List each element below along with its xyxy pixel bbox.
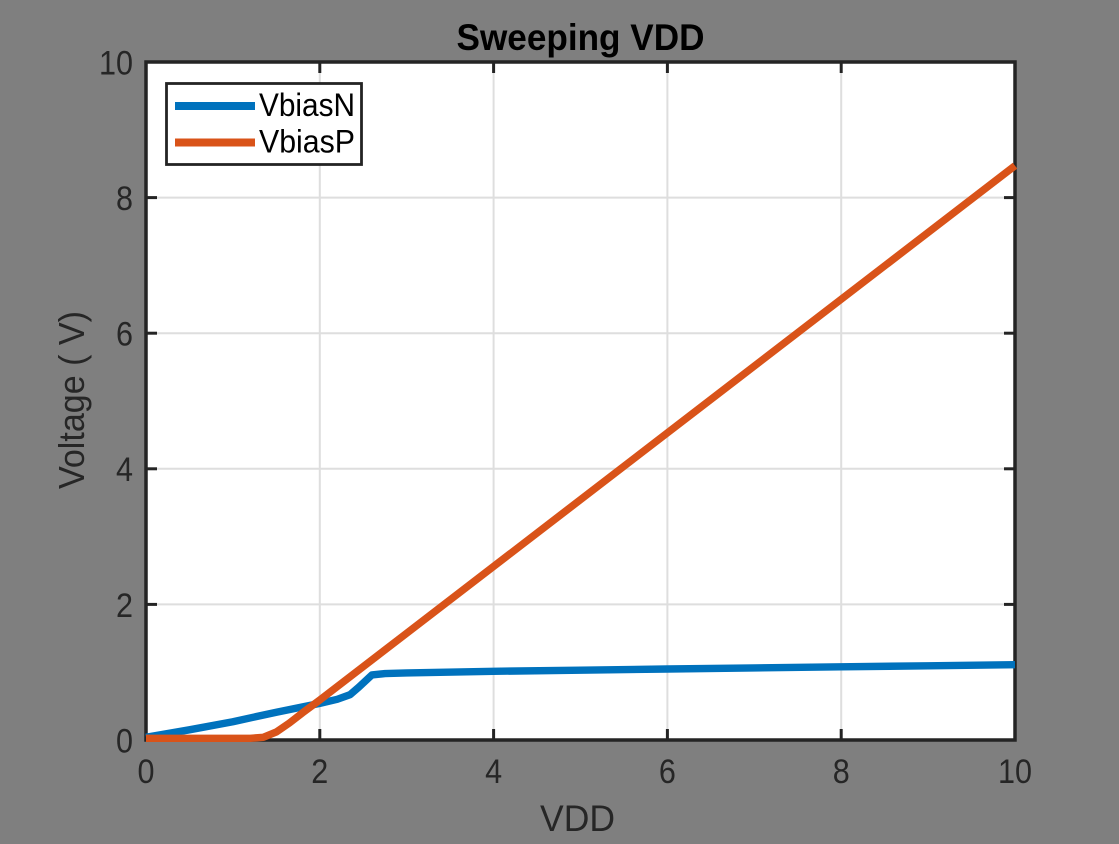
- svg-text:0: 0: [116, 722, 133, 760]
- svg-text:8: 8: [116, 180, 133, 218]
- svg-text:Voltage ( V): Voltage ( V): [51, 311, 92, 489]
- svg-text:10: 10: [998, 753, 1032, 791]
- svg-text:VbiasP: VbiasP: [259, 124, 355, 160]
- svg-text:6: 6: [659, 753, 676, 791]
- svg-text:6: 6: [116, 316, 133, 354]
- svg-text:VbiasN: VbiasN: [259, 87, 355, 123]
- svg-text:VDD: VDD: [540, 798, 615, 839]
- svg-text:4: 4: [116, 451, 133, 489]
- svg-text:Sweeping VDD: Sweeping VDD: [457, 17, 705, 58]
- svg-text:2: 2: [116, 587, 133, 625]
- svg-text:10: 10: [99, 44, 133, 82]
- svg-text:2: 2: [311, 753, 328, 791]
- svg-text:4: 4: [485, 753, 502, 791]
- svg-text:8: 8: [833, 753, 850, 791]
- svg-text:0: 0: [138, 753, 155, 791]
